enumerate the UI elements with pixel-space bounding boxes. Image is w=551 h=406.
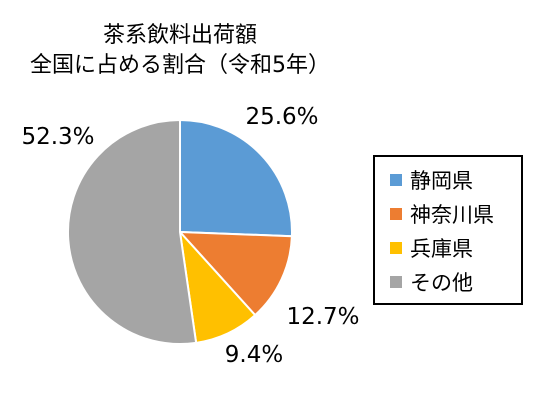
- legend-label-3: 兵庫県: [410, 237, 473, 261]
- legend-label-4: その他: [410, 271, 473, 295]
- data-label-1: 25.6%: [245, 104, 318, 130]
- pie-slice-4: [66, 118, 198, 345]
- pie-data-labels: 25.6% 12.7%9.4% 52.3%: [21, 104, 359, 368]
- pie-slices: [66, 118, 293, 345]
- data-label-3: 9.4%: [225, 342, 283, 368]
- legend-label-2: 神奈川県: [410, 203, 494, 227]
- chart-title-line-1: 茶系飲料出荷額: [103, 23, 257, 48]
- legend-swatch-4: [390, 276, 402, 288]
- chart-title-line-2: 全国に占める割合（令和5年）: [30, 53, 330, 78]
- legend-swatch-3: [390, 242, 402, 254]
- pie-slice-1: [179, 118, 293, 238]
- legend-swatch-1: [390, 174, 402, 186]
- legend-label-1: 静岡県: [410, 169, 473, 193]
- pie-slice-2: [177, 230, 293, 317]
- legend-swatch-2: [390, 208, 402, 220]
- data-label-4: 52.3%: [21, 124, 94, 150]
- data-label-2: 12.7%: [286, 304, 359, 330]
